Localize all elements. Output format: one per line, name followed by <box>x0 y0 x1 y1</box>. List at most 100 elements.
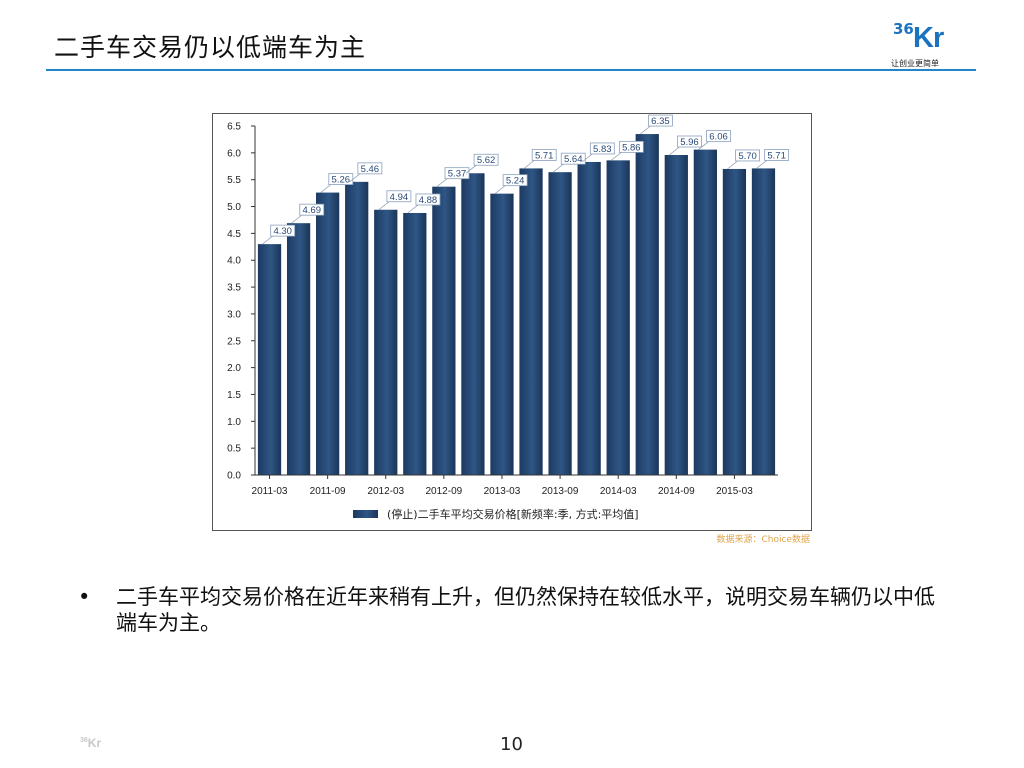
data-label-box <box>357 162 383 175</box>
data-label: 5.37 <box>448 169 467 180</box>
y-tick-label: 4.5 <box>227 229 241 240</box>
footer-logo-text: Kr <box>87 736 102 750</box>
bar <box>432 186 456 475</box>
bar-chart: 0.00.51.01.52.02.53.03.54.04.55.05.56.06… <box>227 114 790 521</box>
data-label-box <box>299 203 325 216</box>
bar <box>606 160 630 475</box>
data-label-leader <box>378 201 390 211</box>
data-label-leader <box>640 125 651 135</box>
data-label-leader <box>407 204 419 214</box>
data-label: 5.86 <box>622 142 641 153</box>
y-tick-label: 6.5 <box>227 122 241 133</box>
data-label-leader <box>727 160 738 170</box>
data-label-box <box>560 152 586 165</box>
data-label-box <box>706 130 731 143</box>
logo-number: 36 <box>893 20 914 38</box>
bar <box>403 212 427 475</box>
title-divider <box>46 69 976 71</box>
data-label: 5.24 <box>506 176 524 187</box>
data-label-leader <box>523 160 535 169</box>
data-label-box <box>589 142 615 155</box>
data-label: 5.46 <box>361 164 380 175</box>
data-label-leader <box>669 146 680 156</box>
data-label: 6.35 <box>651 116 670 127</box>
bar <box>548 172 572 475</box>
x-tick-label: 2012-03 <box>367 486 404 497</box>
bar <box>286 223 311 475</box>
data-label-leader <box>349 173 361 183</box>
bar <box>374 209 398 475</box>
legend-swatch <box>353 510 378 518</box>
y-tick-label: 3.5 <box>227 283 241 294</box>
data-label: 4.30 <box>273 226 292 237</box>
legend: (停止)二手车平均交易价格[新频率:季, 方式:平均值] <box>353 507 639 521</box>
x-tick-label: 2011-03 <box>252 486 288 497</box>
brand-logo: 36 Kr 让创业更简单 <box>889 20 951 70</box>
y-tick-label: 5.0 <box>227 202 241 213</box>
data-label-leader <box>436 178 448 187</box>
y-tick-label: 2.0 <box>227 363 241 374</box>
data-label-box <box>677 135 702 148</box>
data-label-box <box>648 114 673 127</box>
data-label-leader <box>291 214 302 224</box>
data-label-box <box>531 149 557 161</box>
data-label: 4.69 <box>302 205 321 216</box>
data-label: 5.71 <box>767 150 786 161</box>
footer-logo-sup: 36 <box>80 737 88 744</box>
data-label: 5.70 <box>738 151 757 162</box>
data-label-leader <box>610 152 622 161</box>
x-tick-label: 2014-09 <box>658 486 695 497</box>
data-label-box <box>735 149 760 162</box>
bar <box>345 181 369 475</box>
x-tick-label: 2015-03 <box>716 486 753 497</box>
logo-kr: Kr <box>913 22 944 54</box>
data-label-box <box>473 153 499 166</box>
data-labels: 4.30 4.69 5.26 5.46 4.94 4.88 5.37 5.62 5.24 5.71… <box>262 114 790 245</box>
bars <box>257 134 776 476</box>
data-label-box <box>386 190 412 203</box>
bar <box>693 149 717 475</box>
data-label-leader <box>552 163 564 173</box>
data-label: 4.94 <box>390 192 409 203</box>
slide-title: 二手车交易仍以低端车为主 <box>54 33 367 62</box>
bullet-symbol: • <box>78 585 91 609</box>
y-tick-label: 1.5 <box>227 390 241 401</box>
data-label-leader <box>756 160 767 169</box>
y-tick-label: 1.0 <box>227 417 241 428</box>
data-label: 5.26 <box>332 175 351 186</box>
bar <box>461 173 485 475</box>
y-tick-label: 0.0 <box>227 471 241 482</box>
data-label-leader <box>494 185 506 194</box>
data-label-box <box>502 174 528 187</box>
data-label: 4.88 <box>419 195 438 206</box>
data-label-leader <box>262 235 273 245</box>
bar <box>316 192 340 475</box>
x-tick-label: 2011-09 <box>310 486 346 497</box>
bar <box>635 134 659 476</box>
legend-label: (停止)二手车平均交易价格[新频率:季, 方式:平均值] <box>387 507 639 521</box>
page-number: 10 <box>500 734 523 755</box>
bar <box>664 154 688 476</box>
chart-panel: 0.0 0.5 1.0 1.5 2.0 2.5 3.0 3.5 4.0 4.5 5.0 5.5 6.0 6… <box>212 113 812 531</box>
data-label: 6.06 <box>709 132 728 143</box>
y-tick-label: 4.0 <box>227 256 241 267</box>
x-tick-label: 2012-09 <box>426 486 463 497</box>
y-tick-label: 3.0 <box>227 309 241 320</box>
data-label-box <box>764 149 790 161</box>
data-label-leader <box>581 153 593 163</box>
y-tick-label: 0.5 <box>227 444 241 455</box>
data-label: 5.96 <box>680 137 699 148</box>
x-tick-label: 2013-09 <box>542 486 579 497</box>
bar <box>722 168 747 475</box>
x-tick-label: 2014-03 <box>600 486 637 497</box>
bullet-text: 二手车平均交易价格在近年来稍有上升，但仍然保持在较低水平，说明交易车辆仍以中低端… <box>116 585 935 635</box>
x-tick-label: 2013-03 <box>484 486 521 497</box>
bar <box>257 244 282 475</box>
data-label: 5.64 <box>564 154 583 165</box>
y-axis: 0.0 0.5 1.0 1.5 2.0 2.5 3.0 3.5 4.0 4.5 5.0 5.5 6.0 6… <box>227 122 256 482</box>
data-label: 5.71 <box>535 150 554 161</box>
source-note: 数据来源：Choice数据 <box>716 535 810 545</box>
bar <box>490 193 514 475</box>
data-label-leader <box>320 184 332 193</box>
footer-logo: 36Kr <box>80 736 101 750</box>
